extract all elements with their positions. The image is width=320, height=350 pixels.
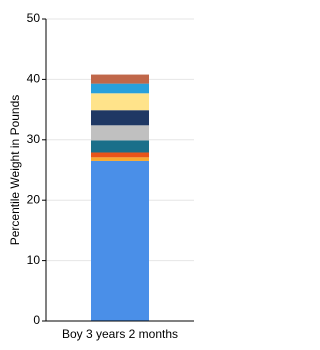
- bar-segment: [91, 125, 149, 141]
- y-tick-label: 20: [27, 192, 41, 206]
- y-tick-label: 50: [27, 11, 41, 25]
- bar-segment: [91, 160, 149, 321]
- bar-segment: [91, 110, 149, 126]
- bar-segment: [91, 83, 149, 94]
- y-tick-label: 30: [27, 132, 41, 146]
- y-tick-label: 40: [27, 72, 41, 86]
- bar-segment: [91, 74, 149, 84]
- x-tick-label: Boy 3 years 2 months: [62, 327, 178, 341]
- bar-segment: [91, 157, 149, 161]
- y-axis-label: Percentile Weight in Pounds: [8, 95, 22, 246]
- bar-segment: [91, 140, 149, 153]
- y-tick-label: 0: [33, 313, 40, 327]
- bar-segment: [91, 152, 149, 158]
- chart: Percentile Weight in Pounds 0 10 20 30 40 50 B…: [8, 11, 194, 341]
- y-tick-label: 10: [27, 253, 41, 267]
- bar-segment: [91, 93, 149, 111]
